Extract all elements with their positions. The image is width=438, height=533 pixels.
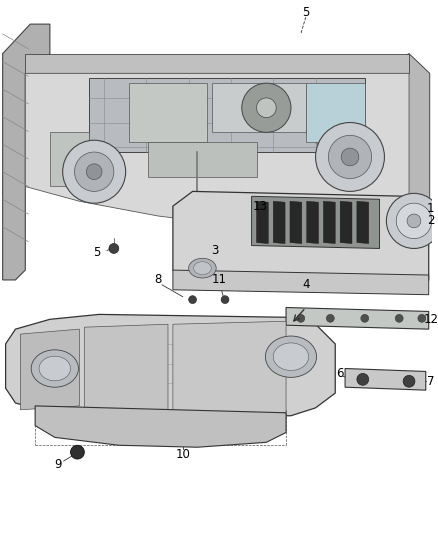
Circle shape — [328, 135, 372, 179]
Text: 5: 5 — [93, 246, 101, 259]
Polygon shape — [290, 201, 302, 244]
Polygon shape — [307, 201, 318, 244]
Text: 13: 13 — [253, 200, 268, 213]
Circle shape — [395, 314, 403, 322]
Ellipse shape — [189, 259, 216, 278]
Polygon shape — [25, 74, 409, 226]
Polygon shape — [89, 78, 365, 152]
Circle shape — [221, 296, 229, 304]
Polygon shape — [129, 83, 207, 142]
Polygon shape — [21, 329, 79, 410]
Text: 6: 6 — [336, 367, 344, 380]
Polygon shape — [273, 201, 285, 244]
Polygon shape — [323, 201, 335, 244]
Polygon shape — [173, 191, 429, 290]
Polygon shape — [3, 24, 50, 280]
Polygon shape — [50, 132, 89, 187]
Text: 1: 1 — [427, 201, 434, 215]
Polygon shape — [340, 201, 352, 244]
Polygon shape — [85, 324, 168, 416]
Circle shape — [63, 140, 126, 203]
Circle shape — [86, 164, 102, 180]
Circle shape — [315, 123, 385, 191]
Circle shape — [403, 375, 415, 387]
Circle shape — [74, 152, 114, 191]
Polygon shape — [389, 54, 430, 211]
Ellipse shape — [194, 262, 211, 274]
Polygon shape — [212, 83, 306, 132]
Text: 5: 5 — [302, 6, 309, 19]
Polygon shape — [148, 142, 257, 176]
Text: 12: 12 — [423, 313, 438, 326]
Circle shape — [357, 374, 369, 385]
Polygon shape — [173, 321, 286, 416]
Polygon shape — [286, 308, 429, 329]
Polygon shape — [357, 201, 369, 244]
Circle shape — [386, 193, 438, 248]
Circle shape — [418, 314, 426, 322]
Polygon shape — [173, 270, 429, 295]
Text: 3: 3 — [212, 244, 219, 257]
Ellipse shape — [265, 336, 317, 377]
Polygon shape — [6, 314, 335, 418]
Circle shape — [71, 445, 85, 459]
Text: 2: 2 — [427, 214, 434, 228]
Text: 11: 11 — [212, 273, 226, 286]
Text: 10: 10 — [175, 448, 190, 461]
Text: 4: 4 — [302, 278, 310, 292]
Circle shape — [407, 214, 421, 228]
Circle shape — [396, 203, 432, 239]
Text: 8: 8 — [155, 273, 162, 286]
Polygon shape — [345, 368, 426, 390]
Circle shape — [326, 314, 334, 322]
Circle shape — [189, 296, 197, 304]
Circle shape — [257, 98, 276, 118]
Polygon shape — [25, 54, 409, 74]
Circle shape — [109, 244, 119, 253]
Polygon shape — [251, 196, 379, 248]
Polygon shape — [306, 83, 365, 142]
Circle shape — [361, 314, 369, 322]
Circle shape — [341, 148, 359, 166]
Text: 7: 7 — [427, 375, 434, 388]
Polygon shape — [35, 406, 286, 447]
Ellipse shape — [273, 343, 309, 370]
Circle shape — [297, 314, 305, 322]
Ellipse shape — [31, 350, 78, 387]
Text: 9: 9 — [54, 458, 61, 472]
Polygon shape — [257, 201, 268, 244]
Circle shape — [242, 83, 291, 132]
Ellipse shape — [39, 356, 71, 381]
